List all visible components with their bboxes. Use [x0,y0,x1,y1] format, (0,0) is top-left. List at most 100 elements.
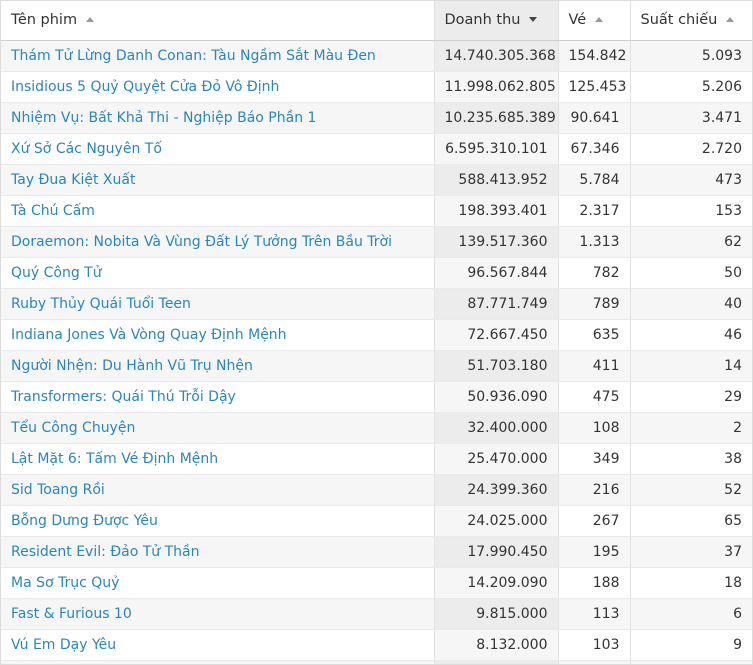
tickets-cell: 635 [557,319,630,351]
tickets-cell: 2.317 [557,195,630,227]
screenings-cell: 473 [629,164,752,196]
table-row[interactable]: Fast & Furious 10 9.815.000 113 6 [1,598,752,630]
tickets-cell [557,660,630,664]
screenings-cell: 153 [629,195,752,227]
movie-name-cell: Tay Đua Kiệt Xuất [1,164,434,196]
screenings-cell: 37 [629,536,752,568]
tickets-cell: 267 [557,505,630,537]
table-row[interactable]: Người Nhện: Du Hành Vũ Trụ Nhện 51.703.18… [1,350,752,382]
movie-title-link[interactable]: Insidious 5 Quỷ Quyệt Cửa Đỏ Vô Định [11,78,280,95]
tickets-cell: 475 [557,381,630,413]
screenings-cell: 14 [629,350,752,382]
revenue-cell: 139.517.360 [433,226,558,258]
movie-title-link[interactable]: Bỗng Dưng Được Yêu [11,512,158,529]
table-row[interactable]: Ma Sơ Trục Quỷ 14.209.090 188 18 [1,567,752,599]
movie-name-cell: Insidious 5 Quỷ Quyệt Cửa Đỏ Vô Định [1,71,434,103]
movie-title-link[interactable]: Sid Toang Rồi [11,481,105,498]
movie-title-link[interactable]: Ruby Thủy Quái Tuổi Teen [11,295,191,312]
table-row[interactable]: Resident Evil: Đảo Tử Thần 17.990.450 195 3… [1,536,752,568]
movie-title-link[interactable]: Người Nhện: Du Hành Vũ Trụ Nhện [11,357,253,374]
table-row[interactable]: Lật Mặt 6: Tấm Vé Định Mệnh 25.470.000 349… [1,443,752,475]
screenings-cell: 5.206 [629,71,752,103]
table-row[interactable]: Insidious 5 Quỷ Quyệt Cửa Đỏ Vô Định 11.9… [1,71,752,103]
table-header: Tên phim Doanh thu Vé Suất chiếu [1,1,752,41]
table-row[interactable]: Tà Chú Cấm 198.393.401 2.317 153 [1,195,752,227]
tickets-cell: 195 [557,536,630,568]
movie-title-link[interactable]: Indiana Jones Và Vòng Quay Định Mệnh [11,326,287,343]
movie-title-link[interactable]: Lật Mặt 6: Tấm Vé Định Mệnh [11,450,219,467]
table-row[interactable]: Xứ Sở Các Nguyên Tố 6.595.310.101 67.346 2.… [1,133,752,165]
table-row[interactable]: Ruby Thủy Quái Tuổi Teen 87.771.749 789 40 [1,288,752,320]
movie-name-cell: Doraemon: Nobita Và Vùng Đất Lý Tưởng Tr… [1,226,434,258]
movie-title-link[interactable]: Fast & Furious 10 [11,605,132,622]
tickets-cell: 5.784 [557,164,630,196]
table-row[interactable]: Tểu Công Chuyện 32.400.000 108 2 [1,412,752,444]
revenue-cell: 72.667.450 [433,319,558,351]
revenue-cell: 10.235.685.389 [433,102,558,134]
screenings-cell: 62 [629,226,752,258]
revenue-cell: 588.413.952 [433,164,558,196]
revenue-cell: 8.132.000 [433,629,558,661]
screenings-cell: 46 [629,319,752,351]
movie-title-link[interactable]: Transformers: Quái Thú Trỗi Dậy [11,388,236,405]
table-row[interactable]: Quý Công Tử 96.567.844 782 50 [1,257,752,289]
movie-name-cell: Xứ Sở Các Nguyên Tố [1,133,434,165]
movie-name-cell: Sid Toang Rồi [1,474,434,506]
table-row[interactable]: Transformers: Quái Thú Trỗi Dậy 50.936.09… [1,381,752,413]
table-row[interactable]: Sid Toang Rồi 24.399.360 216 52 [1,474,752,506]
movie-name-cell: Nhiệm Vụ: Bất Khả Thi - Nghiệp Báo Phần … [1,102,434,134]
revenue-cell: 51.703.180 [433,350,558,382]
column-header-revenue[interactable]: Doanh thu [433,1,558,41]
column-header-revenue-label: Doanh thu [444,12,521,29]
movie-title-link[interactable]: Doraemon: Nobita Và Vùng Đất Lý Tưởng Tr… [11,233,393,250]
tickets-cell: 103 [557,629,630,661]
movie-title-link[interactable]: Tay Đua Kiệt Xuất [11,171,136,188]
tickets-cell: 1.313 [557,226,630,258]
table-row[interactable] [1,660,752,664]
table-row[interactable]: Doraemon: Nobita Và Vùng Đất Lý Tưởng Tr… [1,226,752,258]
movie-title-link[interactable]: Resident Evil: Đảo Tử Thần [11,543,200,560]
tickets-cell: 125.453 [557,71,630,103]
movie-title-link[interactable]: Tểu Công Chuyện [11,419,136,436]
table-row[interactable]: Nhiệm Vụ: Bất Khả Thi - Nghiệp Báo Phần … [1,102,752,134]
movie-title-link[interactable]: Xứ Sở Các Nguyên Tố [11,140,162,157]
column-header-screenings[interactable]: Suất chiếu [629,1,752,41]
column-header-screenings-label: Suất chiếu [640,12,718,29]
movie-name-cell: Indiana Jones Và Vòng Quay Định Mệnh [1,319,434,351]
table-row[interactable]: Tay Đua Kiệt Xuất 588.413.952 5.784 473 [1,164,752,196]
screenings-cell: 6 [629,598,752,630]
sort-down-icon [529,17,538,23]
revenue-cell: 87.771.749 [433,288,558,320]
screenings-cell [629,660,752,664]
movie-title-link[interactable]: Thám Tử Lừng Danh Conan: Tàu Ngầm Sắt Mà… [11,47,376,64]
tickets-cell: 113 [557,598,630,630]
movie-title-link[interactable]: Ma Sơ Trục Quỷ [11,574,120,591]
movie-title-link[interactable]: Tà Chú Cấm [11,202,95,219]
tickets-cell: 789 [557,288,630,320]
movie-title-link[interactable]: Quý Công Tử [11,264,102,281]
column-header-name-label: Tên phim [11,12,78,29]
tickets-cell: 349 [557,443,630,475]
movie-name-cell: Bỗng Dưng Được Yêu [1,505,434,537]
tickets-cell: 411 [557,350,630,382]
movie-title-link[interactable]: Nhiệm Vụ: Bất Khả Thi - Nghiệp Báo Phần … [11,109,317,126]
table-row[interactable]: Thám Tử Lừng Danh Conan: Tàu Ngầm Sắt Mà… [1,40,752,72]
revenue-cell: 24.025.000 [433,505,558,537]
table-row[interactable]: Indiana Jones Và Vòng Quay Định Mệnh 72.6… [1,319,752,351]
revenue-cell: 198.393.401 [433,195,558,227]
sort-up-icon [86,17,95,23]
movie-title-link[interactable]: Vú Em Dạy Yêu [11,636,117,653]
table-row[interactable]: Bỗng Dưng Được Yêu 24.025.000 267 65 [1,505,752,537]
tickets-cell: 782 [557,257,630,289]
movie-name-cell: Fast & Furious 10 [1,598,434,630]
screenings-cell: 38 [629,443,752,475]
revenue-cell [433,660,558,664]
screenings-cell: 52 [629,474,752,506]
column-header-tickets[interactable]: Vé [557,1,630,41]
revenue-cell: 17.990.450 [433,536,558,568]
tickets-cell: 188 [557,567,630,599]
column-header-name[interactable]: Tên phim [1,1,434,41]
revenue-cell: 11.998.062.805 [433,71,558,103]
table-row[interactable]: Vú Em Dạy Yêu 8.132.000 103 9 [1,629,752,661]
